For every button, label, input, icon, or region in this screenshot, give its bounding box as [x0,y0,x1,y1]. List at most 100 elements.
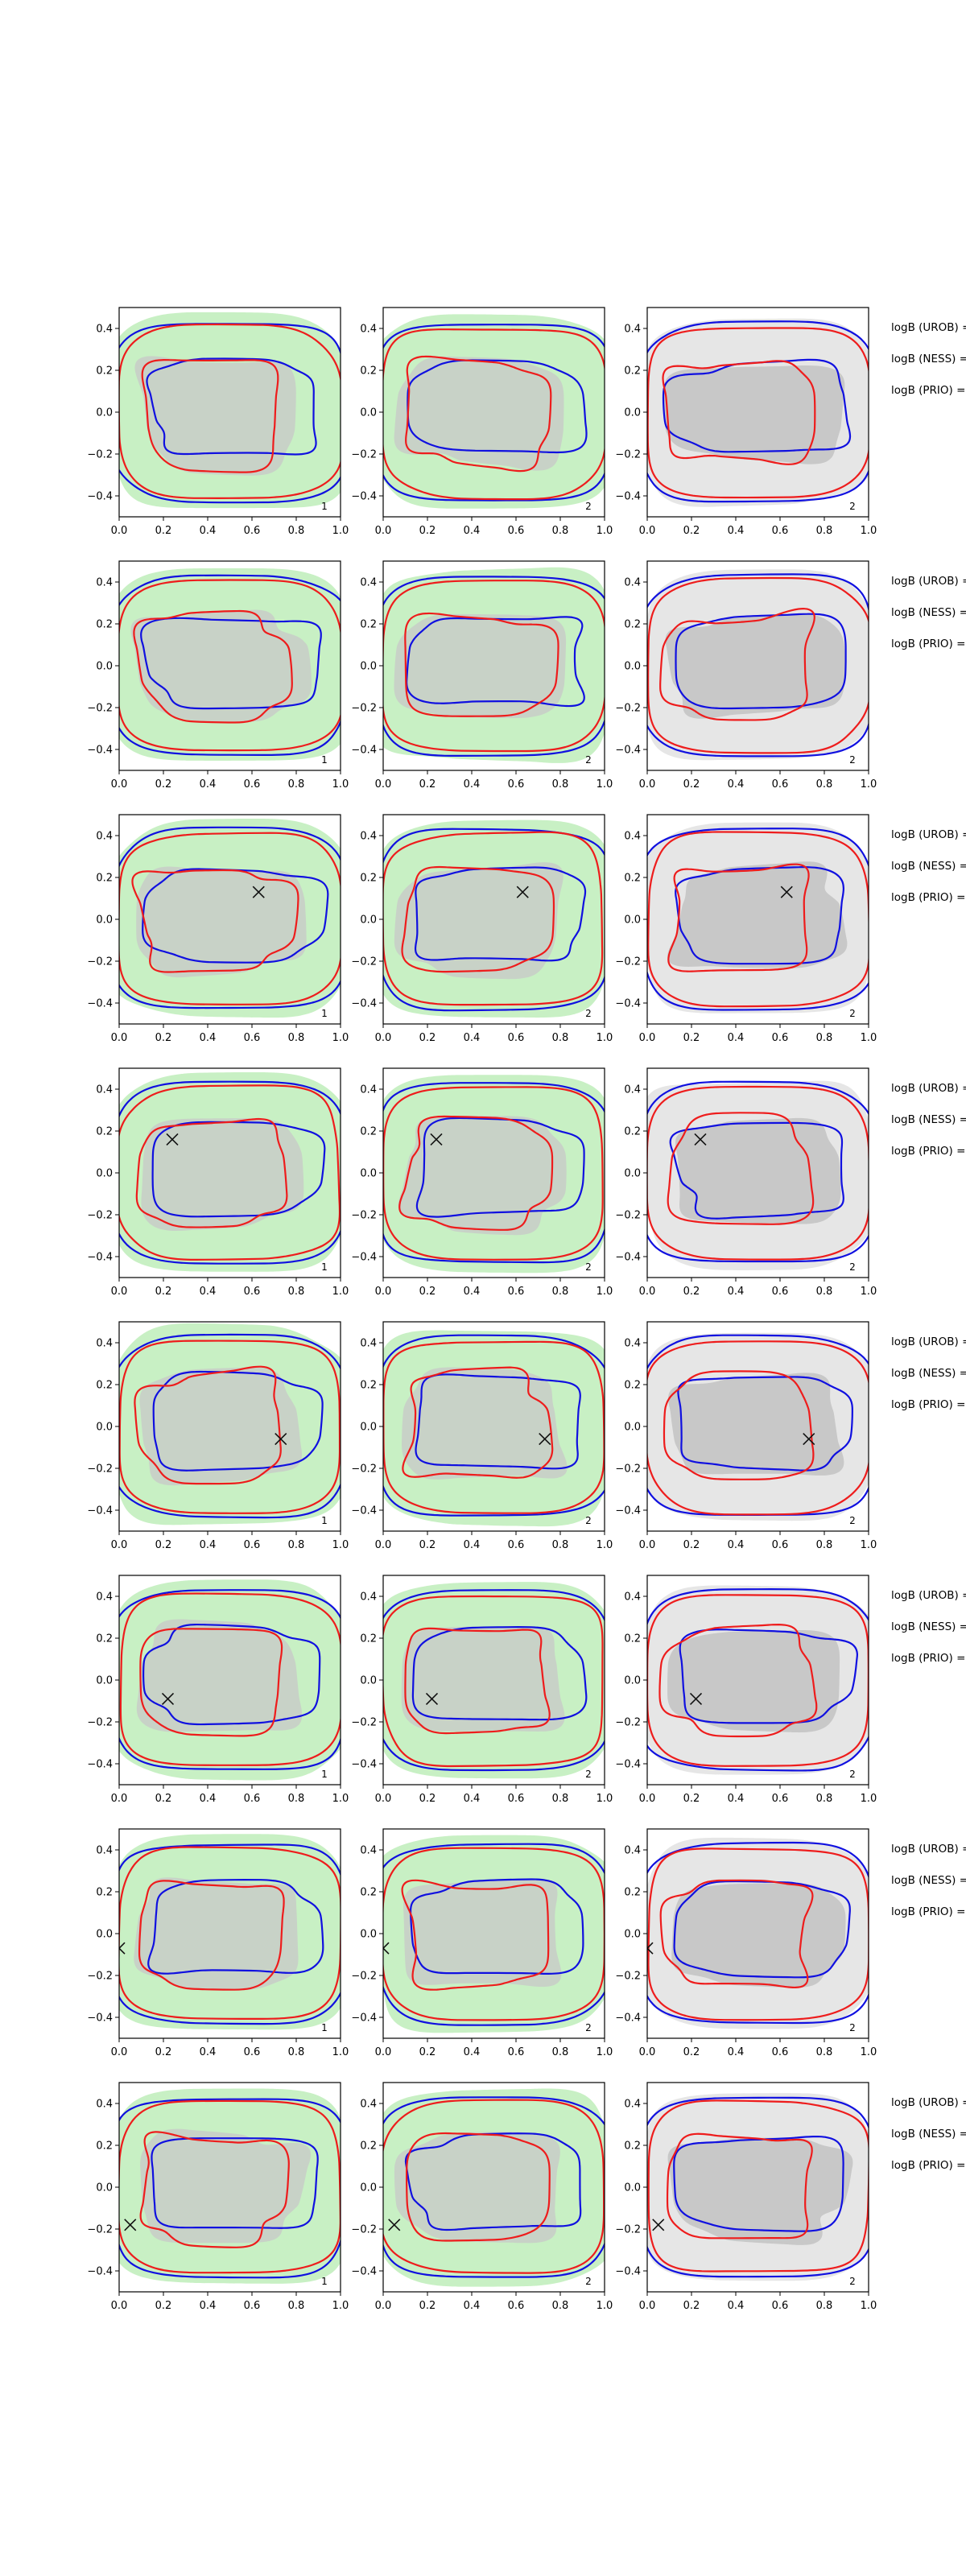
x-tick-label: 0.2 [155,2046,172,2058]
logb-label: logB (PRIO) = [891,1145,965,1158]
x-tick-label: 0.8 [552,2046,569,2058]
x-tick-label: 0.8 [552,1539,569,1551]
y-tick-label: 0.2 [360,1633,377,1645]
x-tick-label: 0.2 [419,1032,436,1044]
blue-contour-outer [383,324,605,502]
red-contour-outer [647,1847,869,2021]
x-tick-label: 0.2 [155,1286,172,1298]
y-tick-label: −0.4 [87,1759,113,1771]
x-tick-label: 0.4 [728,525,745,537]
red-contour-inner [134,1365,282,1485]
row-labels-2: logB (UROB) = logB (NESS) = logB (PRIO) = [891,575,966,650]
blue-contour-outer [647,1841,869,2025]
y-tick-label: 0.4 [624,324,641,336]
blue-contour-outer [647,320,869,503]
x-tick-label: 0.8 [288,778,305,791]
x-tick-label: 1.0 [597,1286,613,1298]
blue-contour-outer [119,1080,341,1265]
x-tick-label: 0.2 [683,1539,700,1551]
blue-contour-inner [675,613,847,710]
blue-contour-inner [151,1121,326,1218]
x-tick-label: 0.8 [816,1286,833,1298]
x-tick-label: 0.8 [288,2300,305,2312]
x-tick-label: 0.2 [155,1539,172,1551]
panel-tag: 1 [321,1008,328,1019]
x-tick-label: 0.4 [464,1032,481,1044]
x-tick-label: 0.2 [155,525,172,537]
x-tick-label: 0.2 [419,1793,436,1805]
y-tick-label: −0.4 [351,2013,377,2025]
y-tick-label: 0.0 [96,2182,113,2194]
subplot-r7-c2: 2 0.0 0.2 0.4 0.6 0.8 1.0 0.4 0.2 0.0 −0.2 −0.4 [351,1828,613,2058]
panel-tag: 2 [849,1515,856,1526]
panel-tag: 2 [849,2276,856,2287]
logb-label: logB (UROB) = [891,1843,966,1856]
x-tick-label: 0.0 [639,525,656,537]
blue-contour-outer [383,576,605,757]
red-contour-outer [647,831,869,1008]
red-contour-inner [401,1879,550,1991]
logb-label: logB (NESS) = [891,860,966,873]
x-tick-label: 0.0 [639,778,656,791]
x-tick-label: 0.0 [111,2046,128,2058]
subplot-r1-c2: 2 0.0 0.2 0.4 0.6 0.8 1.0 0.4 0.2 0.0 −0.2 −0.4 [351,307,613,537]
x-tick-label: 1.0 [332,1539,349,1551]
gray-density-region [665,613,845,719]
red-contour-inner [133,609,293,724]
x-tick-label: 1.0 [597,1539,613,1551]
x-marker [652,2219,665,2231]
x-tick-label: 0.8 [288,1539,305,1551]
logb-label: logB (UROB) = [891,575,966,588]
x-tick-label: 0.4 [200,778,217,791]
panel-tag: 2 [849,501,856,512]
y-tick-label: 0.0 [624,1422,641,1434]
y-tick-label: −0.4 [615,745,641,757]
blue-contour-outer [647,2096,869,2278]
x-tick-label: 1.0 [597,2046,613,2058]
x-tick-label: 0.0 [639,1793,656,1805]
red-contour-outer [119,323,341,499]
y-tick-label: 0.0 [96,661,113,673]
y-tick-label: −0.4 [351,1759,377,1771]
panel-tag: 2 [585,2022,592,2033]
x-tick-label: 0.0 [375,1032,392,1044]
logb-label: logB (NESS) = [891,2128,966,2140]
x-tick-label: 0.0 [111,1032,128,1044]
y-tick-label: −0.2 [615,1971,641,1983]
blue-contour-inner [405,616,585,708]
red-contour-inner [398,1115,554,1231]
red-contour-outer [119,832,341,1005]
x-tick-label: 0.0 [111,778,128,791]
y-tick-label: 0.2 [96,365,113,378]
blue-contour-outer [119,1843,341,2025]
x-tick-label: 0.0 [111,1286,128,1298]
red-contour-inner [138,1880,285,1991]
blue-contour-inner [152,1370,324,1472]
x-marker [780,886,793,898]
y-tick-label: 0.4 [624,1084,641,1096]
x-tick-label: 1.0 [597,525,613,537]
y-tick-label: 0.0 [360,2182,377,2194]
panel-tag: 1 [321,1261,328,1273]
x-tick-label: 1.0 [332,2300,349,2312]
x-marker [694,1133,707,1146]
x-tick-label: 0.8 [288,1793,305,1805]
x-tick-label: 0.0 [375,1539,392,1551]
x-tick-label: 0.0 [639,1286,656,1298]
y-tick-label: 0.0 [360,407,377,419]
x-tick-label: 1.0 [861,1286,877,1298]
y-tick-label: −0.4 [87,1505,113,1517]
y-tick-label: 0.2 [96,2140,113,2153]
y-tick-label: 0.0 [360,1675,377,1687]
blue-contour-inner [142,1623,321,1726]
x-tick-label: 0.0 [111,2300,128,2312]
x-tick-label: 0.2 [155,2300,172,2312]
panel-tag: 1 [321,1769,328,1780]
x-tick-label: 0.6 [772,525,789,537]
y-tick-label: 0.0 [360,914,377,927]
blue-contour-outer [383,1082,605,1264]
y-tick-label: −0.4 [351,998,377,1010]
y-tick-label: −0.2 [351,1463,377,1476]
gray-density-region [136,866,307,978]
logb-label: logB (PRIO) = [891,638,965,650]
